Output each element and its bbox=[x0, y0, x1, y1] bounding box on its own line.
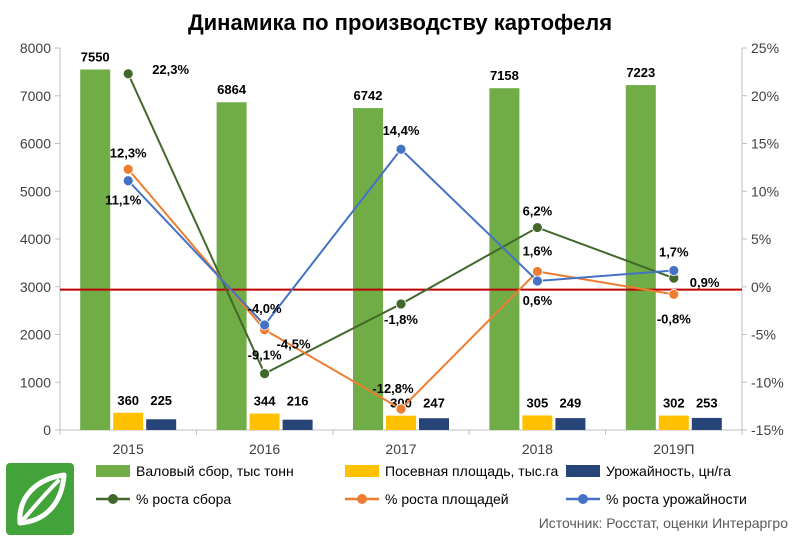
line-data-label: 0,6% bbox=[523, 293, 553, 308]
right-tick-label: 0% bbox=[751, 279, 771, 295]
line-point bbox=[259, 368, 271, 380]
legend-label: % роста сбора bbox=[136, 491, 231, 507]
bar-2 bbox=[522, 415, 553, 430]
line-data-label: 12,3% bbox=[110, 145, 147, 160]
legend-swatch bbox=[345, 465, 379, 477]
legend-label: % роста урожайности bbox=[606, 491, 747, 507]
bar-data-label: 6742 bbox=[354, 88, 383, 103]
legend-label: Посевная площадь, тыс.га bbox=[385, 463, 558, 479]
right-tick-label: 5% bbox=[751, 231, 771, 247]
line-point bbox=[532, 266, 543, 277]
line-data-label: 0,9% bbox=[690, 275, 720, 290]
bar-data-label: 305 bbox=[527, 395, 549, 410]
line-data-label: 6,2% bbox=[523, 204, 553, 219]
leaf-logo-icon bbox=[6, 463, 74, 535]
line-point bbox=[259, 319, 271, 331]
x-tick-label: 2019П bbox=[653, 441, 694, 457]
right-tick-label: -10% bbox=[751, 374, 784, 390]
line-point bbox=[532, 222, 543, 233]
line-point bbox=[122, 163, 134, 175]
chart-title: Динамика по производству картофеля bbox=[187, 10, 613, 35]
legend-swatch bbox=[566, 465, 600, 477]
line-data-label: 22,3% bbox=[152, 62, 189, 77]
bar-data-label: 216 bbox=[287, 394, 309, 409]
line-point bbox=[395, 298, 407, 310]
right-tick-label: 10% bbox=[751, 183, 779, 199]
bar-3 bbox=[419, 418, 449, 430]
right-tick-label: 15% bbox=[751, 136, 779, 152]
bar-data-label: 253 bbox=[696, 396, 718, 411]
line-point bbox=[668, 288, 680, 300]
legend-swatch bbox=[96, 465, 130, 477]
left-tick-label: 8000 bbox=[20, 40, 51, 56]
legend-marker bbox=[108, 494, 118, 504]
left-tick-label: 5000 bbox=[20, 183, 51, 199]
line-data-label: -4,5% bbox=[277, 337, 311, 352]
right-tick-label: -15% bbox=[751, 422, 784, 438]
left-tick-label: 3000 bbox=[20, 279, 51, 295]
x-tick-label: 2016 bbox=[249, 441, 280, 457]
line-point bbox=[395, 143, 407, 155]
bar-3 bbox=[146, 419, 177, 430]
line-data-label: 11,1% bbox=[105, 193, 142, 208]
bar-data-label: 7158 bbox=[490, 68, 519, 83]
bar-3 bbox=[555, 418, 586, 430]
left-tick-label: 2000 bbox=[20, 327, 51, 343]
line-data-label: -9,1% bbox=[248, 348, 282, 363]
line-data-label: 1,7% bbox=[659, 245, 689, 260]
bar-data-label: 7223 bbox=[626, 65, 655, 80]
bar-data-label: 247 bbox=[423, 396, 445, 411]
line-point bbox=[122, 175, 134, 187]
legend-label: % роста площадей bbox=[385, 491, 509, 507]
line-point bbox=[122, 68, 134, 80]
right-tick-label: 20% bbox=[751, 88, 779, 104]
source-note: Источник: Росстат, оценки Интераргро bbox=[538, 515, 788, 531]
bar-2 bbox=[386, 415, 416, 430]
legend-marker bbox=[578, 494, 588, 504]
legend-marker bbox=[357, 494, 367, 504]
left-tick-label: 7000 bbox=[20, 88, 51, 104]
bar-2 bbox=[658, 415, 689, 430]
left-tick-label: 1000 bbox=[20, 374, 51, 390]
bar-3 bbox=[691, 417, 722, 430]
line-point bbox=[532, 275, 543, 287]
line-data-label: -0,8% bbox=[657, 311, 691, 326]
line-data-label: 14,4% bbox=[383, 123, 420, 138]
x-tick-label: 2015 bbox=[113, 441, 144, 457]
x-tick-label: 2018 bbox=[522, 441, 553, 457]
line-point bbox=[668, 265, 680, 276]
bar-data-label: 7550 bbox=[81, 49, 110, 64]
line-point bbox=[395, 403, 407, 415]
bar-data-label: 249 bbox=[560, 395, 582, 410]
bar-2 bbox=[113, 412, 144, 430]
legend-label: Валовый сбор, тыс тонн bbox=[136, 463, 294, 479]
right-tick-label: 25% bbox=[751, 40, 779, 56]
bar-1 bbox=[625, 85, 656, 431]
line-data-label: 1,6% bbox=[523, 243, 553, 258]
line-data-label: -12,8% bbox=[372, 381, 414, 396]
left-tick-label: 0 bbox=[43, 422, 51, 438]
bar-data-label: 360 bbox=[117, 393, 139, 408]
x-tick-label: 2017 bbox=[385, 441, 416, 457]
bar-data-label: 225 bbox=[150, 393, 172, 408]
right-tick-label: -5% bbox=[751, 327, 776, 343]
left-tick-label: 4000 bbox=[20, 231, 51, 247]
line-data-label: -4,0% bbox=[248, 301, 282, 316]
bar-data-label: 344 bbox=[254, 394, 276, 409]
bar-1 bbox=[216, 102, 247, 430]
bar-1 bbox=[353, 108, 383, 430]
bar-data-label: 6864 bbox=[217, 82, 247, 97]
legend-label: Урожайность, цн/га bbox=[606, 463, 731, 479]
bar-1 bbox=[80, 69, 111, 431]
line-data-label: -1,8% bbox=[384, 312, 418, 327]
bar-2 bbox=[249, 413, 280, 430]
line-series-1 bbox=[127, 73, 675, 376]
bar-data-label: 302 bbox=[663, 396, 685, 411]
left-tick-label: 6000 bbox=[20, 136, 51, 152]
bar-3 bbox=[282, 419, 313, 430]
